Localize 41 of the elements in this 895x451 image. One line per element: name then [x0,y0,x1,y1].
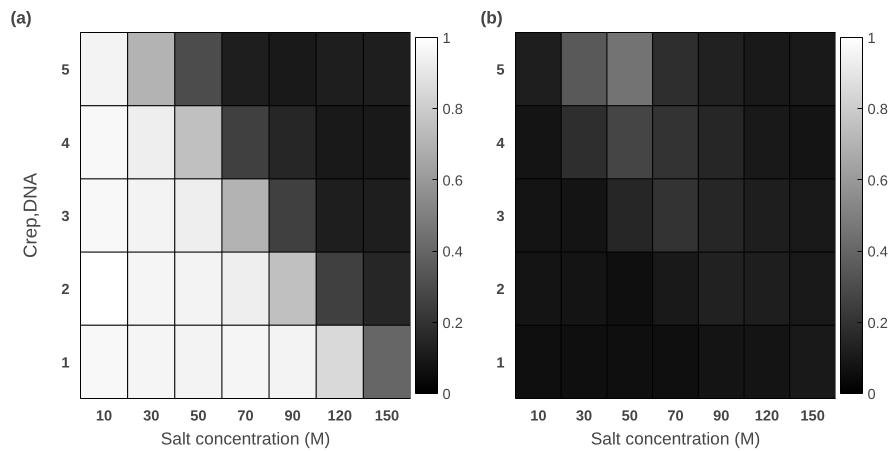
x-tick-label: 70 [237,408,254,424]
x-tick-label: 120 [754,408,780,424]
y-axis-title: Crep,DNA [19,172,40,258]
y-tick-label: 1 [496,355,505,372]
x-tick-label: 10 [96,408,112,424]
chart-title: (b) [480,8,503,28]
y-tick-label: 2 [496,282,505,298]
x-tick-label: 90 [284,408,301,424]
color-bar-label: 0 [442,387,451,403]
y-tick-label: 3 [496,209,505,225]
x-tick-label: 150 [800,408,825,424]
color-bar-label: 0.4 [442,244,463,261]
color-bar-label: 0 [868,387,876,403]
x-tick-label: 30 [576,408,592,424]
x-tick-label: 70 [667,408,684,424]
color-bar-label: 0.4 [868,244,888,261]
x-axis-title: Salt concentration (M) [160,428,330,448]
x-tick-label: 50 [190,408,207,424]
y-tick-label: 2 [61,282,70,298]
color-bar-label: 0.8 [442,102,463,118]
color-bar-label: 1 [442,31,451,47]
x-tick-label: 90 [713,408,730,424]
x-tick-label: 10 [530,408,547,424]
color-bar-label: 0.2 [868,316,888,332]
y-tick-label: 4 [61,136,70,152]
y-tick-label: 3 [61,209,70,225]
color-bar-label: 0.6 [868,173,888,190]
x-tick-label: 150 [374,408,400,424]
y-tick-label: 1 [61,355,70,372]
y-tick-label: 5 [496,62,505,79]
x-tick-label: 120 [328,408,352,424]
x-tick-label: 50 [622,408,638,424]
y-tick-label: 4 [496,136,506,152]
color-bar-label: 0.8 [868,102,888,118]
color-bar-label: 0.2 [442,316,463,332]
x-axis-title: Salt concentration (M) [590,428,760,448]
y-tick-label: 5 [61,62,70,79]
color-bar-label: 0.6 [442,173,463,190]
color-bar-label: 1 [868,31,876,47]
chart-title: (a) [10,8,32,28]
x-tick-label: 30 [143,408,160,424]
